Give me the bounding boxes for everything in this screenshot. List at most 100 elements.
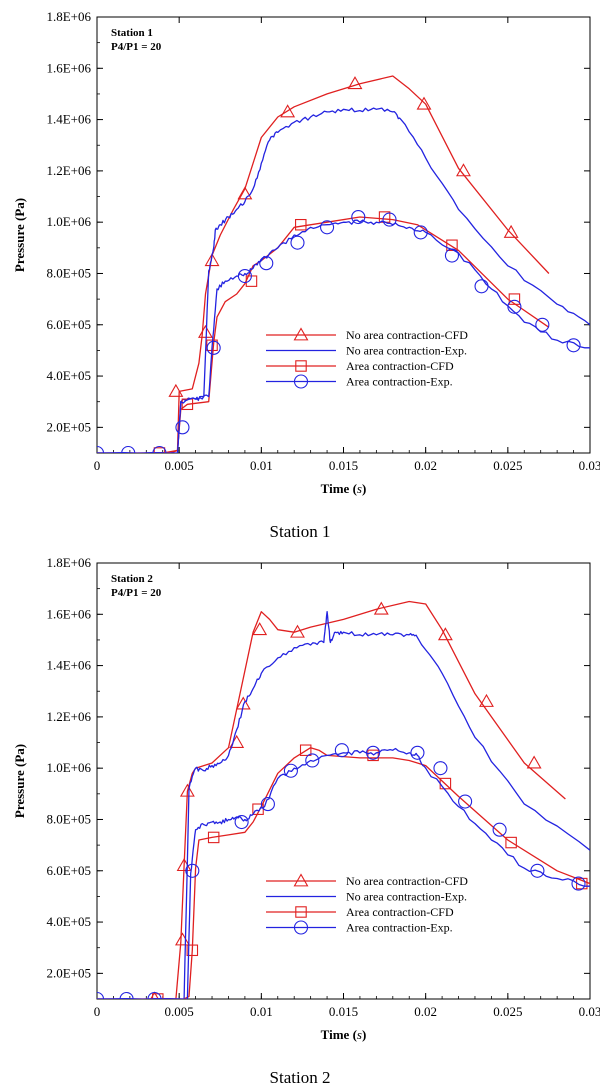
x-tick-label: 0.005 [165, 458, 194, 473]
legend-label: No area contraction-CFD [346, 874, 468, 888]
y-tick-label: 4.0E+05 [46, 368, 91, 383]
plot-area [97, 75, 590, 453]
x-tick-label: 0.01 [250, 1004, 273, 1019]
data-point-marker [295, 218, 307, 231]
data-point-marker [410, 745, 425, 760]
data-point-marker [351, 209, 366, 225]
legend-label: Area contraction-Exp. [346, 375, 453, 389]
data-point-marker [186, 944, 199, 957]
data-point-marker [503, 224, 519, 238]
chart-caption: Station 2 [269, 1068, 331, 1087]
pressure-chart-station-2: 2.0E+05 4.0E+05 6.0E+05 8.0E+05 1.0E+06 1.2E+… [12, 555, 600, 1042]
data-point-marker [179, 783, 195, 797]
data-point-marker [456, 163, 471, 177]
inset-label: P4/P1 = 20 [111, 41, 162, 53]
data-point-marker [198, 324, 213, 338]
data-point-marker [181, 398, 194, 411]
legend-label: No area contraction-CFD [346, 328, 468, 342]
data-point-marker [382, 212, 397, 227]
data-point-marker [571, 876, 586, 891]
data-point-marker [119, 991, 134, 999]
data-point-marker [259, 256, 274, 271]
data-point-marker [474, 279, 489, 294]
y-tick-label: 1.4E+06 [46, 658, 91, 673]
series-line [97, 107, 590, 453]
legend-label: No area contraction-Exp. [346, 344, 467, 358]
series-line [97, 219, 590, 453]
data-point-marker [207, 831, 220, 844]
x-tick-label: 0 [94, 1004, 101, 1019]
y-tick-label: 1.0E+06 [46, 214, 91, 229]
data-point-marker [237, 186, 253, 200]
data-point-marker [252, 622, 268, 636]
series-line [97, 600, 566, 999]
y-tick-label: 8.0E+05 [46, 811, 91, 826]
data-point-marker [508, 293, 521, 305]
data-point-marker [446, 239, 458, 252]
inset-label: Station 2 [111, 573, 153, 585]
y-tick-label: 1.2E+06 [46, 709, 91, 724]
x-tick-label: 0.005 [165, 1004, 194, 1019]
x-tick-label: 0.01 [250, 458, 273, 473]
y-tick-label: 6.0E+05 [46, 863, 91, 878]
data-point-marker [433, 761, 448, 776]
data-point-marker [458, 794, 473, 809]
data-point-marker [366, 745, 381, 760]
data-point-marker [280, 104, 296, 118]
y-tick-label: 1.2E+06 [46, 163, 91, 178]
y-tick-label: 2.0E+05 [46, 419, 91, 434]
data-point-marker [175, 420, 190, 435]
data-point-marker [121, 445, 136, 453]
data-point-marker [367, 749, 379, 762]
data-point-marker [152, 445, 167, 453]
y-tick-label: 1.8E+06 [46, 555, 91, 570]
series-line [97, 75, 550, 453]
x-axis-title: Time (s) [321, 481, 367, 496]
data-point-marker [566, 338, 581, 353]
legend-marker [293, 327, 309, 341]
chart-caption: Station 1 [269, 522, 331, 541]
pressure-chart-station-1: 2.0E+05 4.0E+05 6.0E+05 8.0E+05 1.0E+06 1.2E+… [12, 9, 600, 496]
legend-label: No area contraction-Exp. [346, 890, 467, 904]
legend-label: Area contraction-CFD [346, 359, 454, 373]
data-point-marker [526, 755, 542, 769]
plot-frame [96, 562, 591, 1000]
y-tick-label: 6.0E+05 [46, 317, 91, 332]
series-line [97, 747, 590, 999]
data-point-marker [290, 235, 305, 250]
data-point-marker [505, 836, 517, 849]
y-tick-label: 4.0E+05 [46, 914, 91, 929]
y-tick-label: 1.6E+06 [46, 606, 91, 621]
legend-marker [295, 906, 307, 918]
data-point-marker [168, 383, 184, 397]
data-point-marker [305, 753, 320, 768]
legend-label: Area contraction-CFD [346, 905, 454, 919]
data-point-marker [260, 797, 275, 812]
data-point-marker [147, 991, 162, 999]
y-axis-title: Pressure (Pa) [12, 198, 27, 272]
y-tick-label: 1.6E+06 [46, 60, 91, 75]
data-point-marker [299, 744, 312, 756]
data-point-marker [530, 863, 545, 878]
data-point-marker [492, 822, 507, 837]
legend-marker [293, 920, 309, 935]
data-point-marker [204, 253, 220, 267]
x-axis-title: Time (s) [321, 1027, 367, 1042]
data-point-marker [507, 299, 522, 314]
data-point-marker [283, 763, 298, 778]
x-tick-label: 0.025 [493, 1004, 522, 1019]
legend-label: Area contraction-Exp. [346, 921, 453, 935]
series-line [97, 747, 590, 999]
data-point-marker [347, 76, 363, 90]
data-point-marker [175, 932, 190, 946]
y-tick-label: 8.0E+05 [46, 265, 91, 280]
x-tick-label: 0.025 [493, 458, 522, 473]
series-line [97, 611, 590, 999]
data-point-marker [444, 248, 460, 263]
data-point-marker [416, 96, 432, 110]
data-point-marker [479, 693, 494, 707]
data-point-marker [334, 743, 349, 758]
plot-area [97, 600, 590, 999]
x-tick-label: 0.02 [414, 1004, 437, 1019]
y-tick-label: 1.8E+06 [46, 9, 91, 24]
